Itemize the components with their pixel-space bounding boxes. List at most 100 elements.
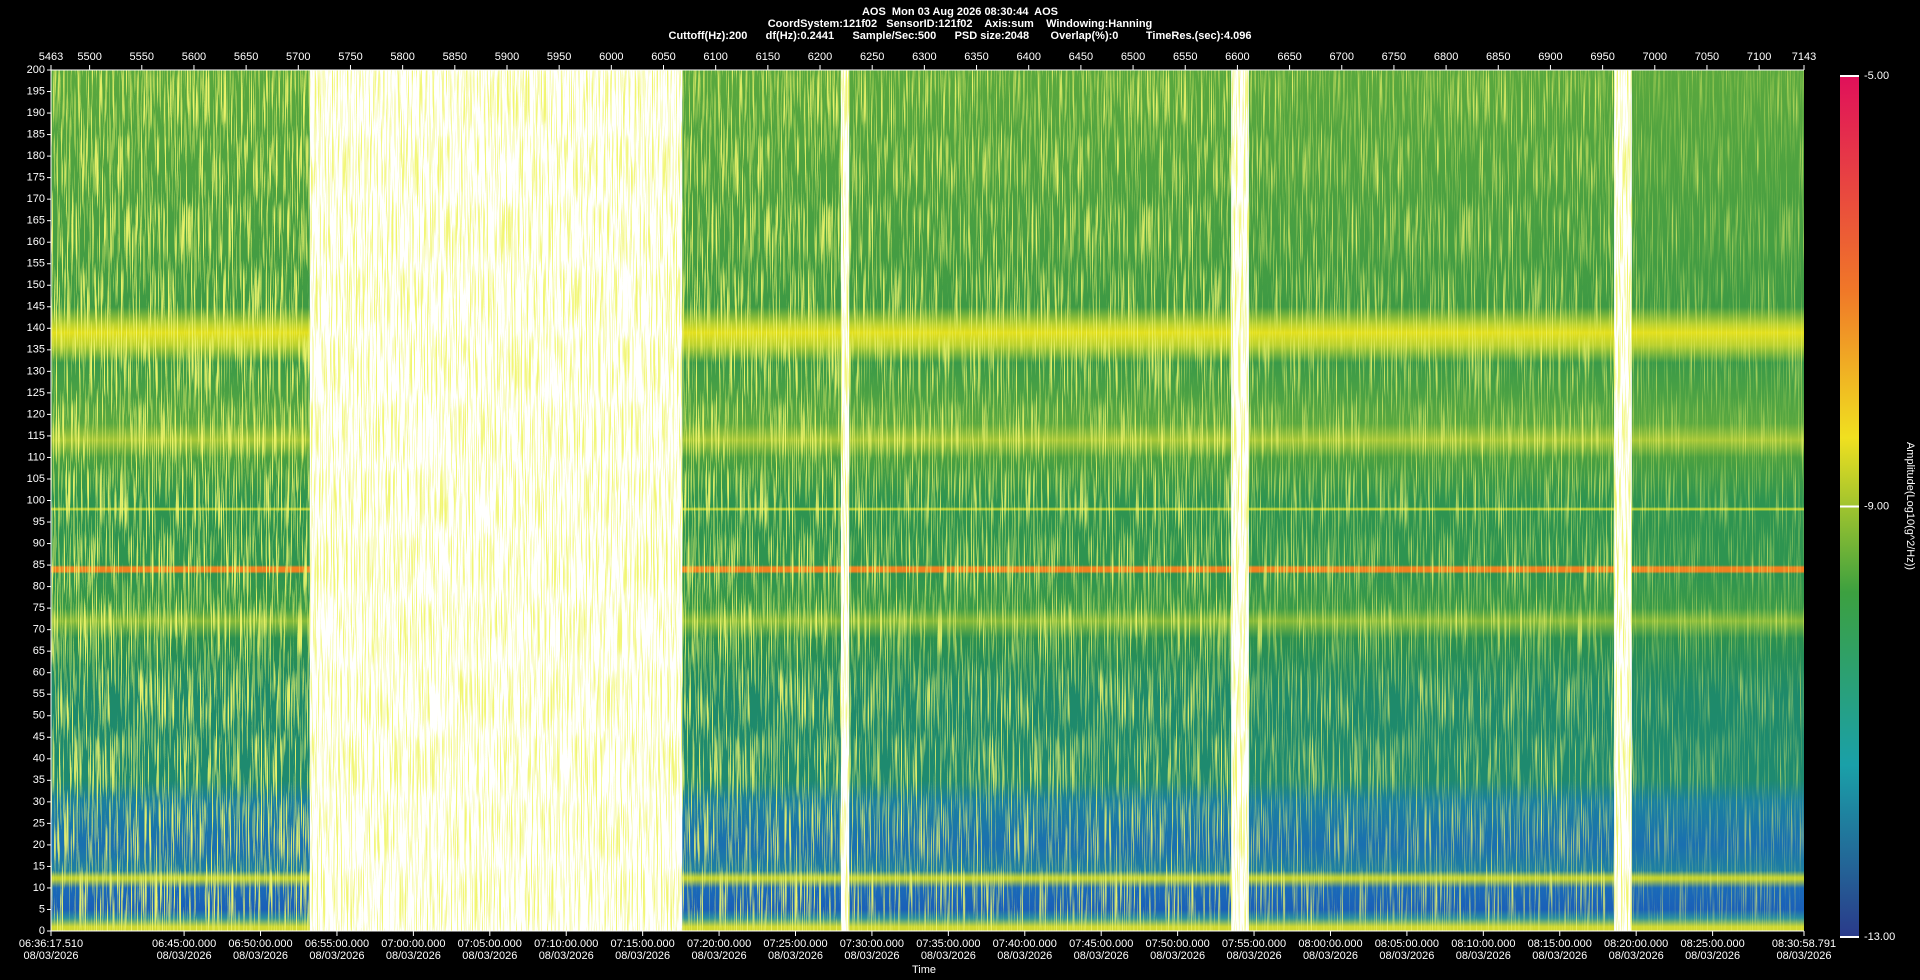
y-tick-label: 190 [27, 107, 45, 119]
x-tick-label: 6950 [1590, 51, 1614, 63]
y-tick-label: 135 [27, 344, 45, 356]
x2-tick-label: 07:00:00.000 [381, 938, 445, 950]
colorbar-tick-label: -13.00 [1864, 931, 1895, 943]
x-tick-label: 6150 [756, 51, 780, 63]
x2-tick-date: 08/03/2026 [1532, 950, 1587, 962]
y-tick-label: 145 [27, 301, 45, 313]
x-tick-label: 6850 [1486, 51, 1510, 63]
chart-parameters: Cuttoff(Hz):200 df(Hz):0.2441 Sample/Sec… [669, 30, 1252, 42]
y-tick-label: 35 [33, 774, 45, 786]
x2-tick-label: 07:50:00.000 [1146, 938, 1210, 950]
y-tick-label: 55 [33, 688, 45, 700]
x-tick-label: 5800 [390, 51, 414, 63]
chart-subtitle: CoordSystem:121f02 SensorID:121f02 Axis:… [768, 18, 1153, 30]
y-tick-label: 120 [27, 408, 45, 420]
x2-tick-label: 06:45:00.000 [152, 938, 216, 950]
x2-tick-date: 08/03/2026 [539, 950, 594, 962]
y-tick-label: 20 [33, 839, 45, 851]
x-tick-label: 6750 [1382, 51, 1406, 63]
colorbar-tick-label: -5.00 [1864, 70, 1889, 82]
x2-tick-label: 07:55:00.000 [1222, 938, 1286, 950]
x-tick-label: 5750 [338, 51, 362, 63]
x2-tick-date: 08/03/2026 [1685, 950, 1740, 962]
y-tick-label: 140 [27, 322, 45, 334]
y-tick-label: 65 [33, 645, 45, 657]
x-tick-label: 7000 [1643, 51, 1667, 63]
x-tick-label: 5550 [130, 51, 154, 63]
y-tick-label: 85 [33, 559, 45, 571]
x-tick-label: 6550 [1173, 51, 1197, 63]
y-tick-label: 5 [39, 903, 45, 915]
x-tick-label: 6050 [651, 51, 675, 63]
y-tick-label: 155 [27, 258, 45, 270]
x-tick-label: 6000 [599, 51, 623, 63]
x2-tick-label: 07:45:00.000 [1069, 938, 1133, 950]
y-tick-label: 150 [27, 279, 45, 291]
x2-tick-date: 08/03/2026 [1609, 950, 1664, 962]
x2-tick-label: 07:30:00.000 [840, 938, 904, 950]
y-tick-label: 200 [27, 64, 45, 76]
spectrogram [51, 70, 1804, 931]
segment-texture [849, 70, 1232, 931]
colorbar-tick-label: -9.00 [1864, 500, 1889, 512]
x-tick-label: 6500 [1121, 51, 1145, 63]
x2-tick-date: 08/03/2026 [1150, 950, 1205, 962]
y-tick-label: 110 [27, 451, 45, 463]
x-tick-label: 6250 [860, 51, 884, 63]
x2-tick-label: 08:10:00.000 [1451, 938, 1515, 950]
x2-tick-label: 07:15:00.000 [611, 938, 675, 950]
x2-tick-label: 06:36:17.510 [19, 938, 83, 950]
y-tick-label: 0 [39, 925, 45, 937]
x-tick-label: 5650 [234, 51, 258, 63]
x2-tick-date: 08/03/2026 [1379, 950, 1434, 962]
x2-tick-date: 08/03/2026 [386, 950, 441, 962]
y-tick-label: 40 [33, 753, 45, 765]
x-tick-label: 6800 [1434, 51, 1458, 63]
x-tick-label: 5900 [495, 51, 519, 63]
x-tick-label: 6900 [1538, 51, 1562, 63]
colorbar-label: Amplitude(Log10(g^2/Hz)) [1904, 442, 1916, 570]
y-tick-label: 45 [33, 731, 45, 743]
x-tick-label: 5463 [39, 51, 63, 63]
x2-tick-date: 08/03/2026 [1074, 950, 1129, 962]
y-tick-label: 180 [27, 150, 45, 162]
y-tick-label: 30 [33, 796, 45, 808]
x-tick-label: 5950 [547, 51, 571, 63]
x2-tick-label: 06:55:00.000 [305, 938, 369, 950]
x2-tick-label: 08:00:00.000 [1298, 938, 1362, 950]
y-tick-label: 115 [27, 430, 45, 442]
y-tick-label: 50 [33, 710, 45, 722]
x-tick-label: 6600 [1225, 51, 1249, 63]
x2-tick-date: 08/03/2026 [462, 950, 517, 962]
x2-tick-date: 08/03/2026 [1776, 950, 1831, 962]
y-tick-label: 160 [27, 236, 45, 248]
x2-tick-date: 08/03/2026 [1303, 950, 1358, 962]
x2-tick-date: 08/03/2026 [768, 950, 823, 962]
y-tick-label: 175 [27, 172, 45, 184]
y-tick-label: 165 [27, 215, 45, 227]
x2-tick-label: 08:15:00.000 [1528, 938, 1592, 950]
x2-tick-label: 07:40:00.000 [993, 938, 1057, 950]
x2-tick-date: 08/03/2026 [233, 950, 288, 962]
segment-texture [1248, 70, 1615, 931]
segment-texture [682, 70, 841, 931]
x2-tick-label: 08:05:00.000 [1375, 938, 1439, 950]
segment-texture [1631, 70, 1804, 931]
x-tick-label: 6100 [703, 51, 727, 63]
x2-tick-date: 08/03/2026 [844, 950, 899, 962]
y-tick-label: 130 [27, 365, 45, 377]
x-tick-label: 6300 [912, 51, 936, 63]
y-tick-label: 80 [33, 581, 45, 593]
x2-tick-date: 08/03/2026 [921, 950, 976, 962]
x-tick-label: 6450 [1069, 51, 1093, 63]
x2-tick-label: 07:10:00.000 [534, 938, 598, 950]
x2-tick-date: 08/03/2026 [157, 950, 212, 962]
y-tick-label: 185 [27, 128, 45, 140]
x2-tick-date: 08/03/2026 [997, 950, 1052, 962]
x2-tick-date: 08/03/2026 [309, 950, 364, 962]
x2-tick-date: 08/03/2026 [23, 950, 78, 962]
x2-tick-date: 08/03/2026 [615, 950, 670, 962]
y-tick-label: 125 [27, 387, 45, 399]
